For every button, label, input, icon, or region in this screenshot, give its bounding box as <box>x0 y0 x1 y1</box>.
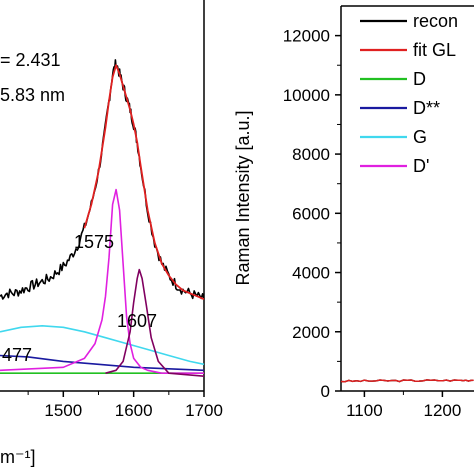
right-y-tick-label: 0 <box>321 382 330 401</box>
legend-label: D <box>413 69 426 89</box>
right-y-tick-label: 12000 <box>283 27 330 46</box>
right-x-tick-label: 1100 <box>346 401 383 420</box>
left-series-fit-gl <box>83 64 205 301</box>
legend-label: fit GL <box>413 40 456 60</box>
right-ticks: 0 2000 4000 6000 8000 10000 12000 1100 1200 <box>283 27 462 420</box>
legend-label: D' <box>413 156 429 176</box>
right-y-tick-label: 2000 <box>292 323 330 342</box>
legend-label: G <box>413 127 427 147</box>
right-y-tick-label: 6000 <box>292 204 330 223</box>
left-x-tick-label: 1600 <box>115 401 153 420</box>
legend-label: recon <box>413 11 458 31</box>
left-series-1607 <box>105 268 205 377</box>
left-series-g <box>0 324 205 366</box>
peak-label-1607: 1607 <box>117 311 157 331</box>
right-y-tick-label: 4000 <box>292 264 330 283</box>
right-x-tick-label: 1200 <box>423 401 461 420</box>
legend: recon fit GL D D** G D' <box>360 11 458 176</box>
peak-label-1477: 477 <box>2 345 32 365</box>
right-series-fit-gl <box>340 379 474 383</box>
left-x-tick-label: 1700 <box>185 401 223 420</box>
right-y-axis-label: Raman Intensity [a.u.] <box>233 110 253 285</box>
left-x-axis-label: m⁻¹] <box>0 447 36 467</box>
right-y-tick-label: 8000 <box>292 145 330 164</box>
right-series-group <box>340 379 474 383</box>
legend-label: D** <box>413 98 440 118</box>
left-series-d- <box>0 188 204 375</box>
left-series-group <box>0 59 205 377</box>
right-y-tick-label: 10000 <box>283 86 330 105</box>
ratio-annotation: = 2.431 <box>0 50 61 70</box>
left-x-ticks: 1500 1600 1700 <box>27 391 223 420</box>
left-series-d- <box>0 354 205 372</box>
left-x-tick-label: 1500 <box>44 401 82 420</box>
size-annotation: 5.83 nm <box>0 85 65 105</box>
peak-label-1575: 1575 <box>74 232 114 252</box>
